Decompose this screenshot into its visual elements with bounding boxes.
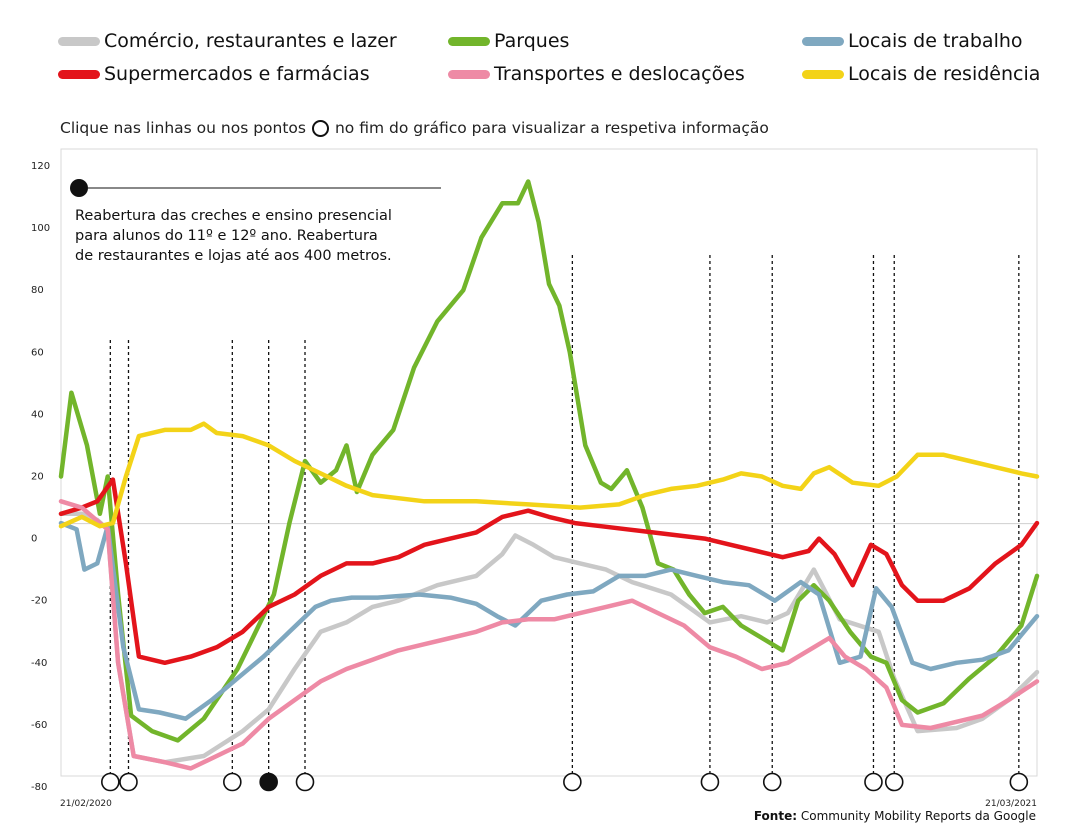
legend-swatch <box>448 69 490 79</box>
event-marker[interactable] <box>295 772 315 792</box>
legend-swatch <box>802 36 844 46</box>
y-tick-label: 80 <box>31 285 44 296</box>
y-tick-label: 40 <box>31 409 44 420</box>
event-marker[interactable] <box>762 772 782 792</box>
y-tick-label: 120 <box>31 161 50 172</box>
y-tick-label: -60 <box>31 720 47 731</box>
event-marker[interactable] <box>223 772 242 792</box>
event-marker[interactable] <box>700 772 720 792</box>
y-tick-label: -20 <box>31 596 47 607</box>
legend-swatch <box>802 69 844 79</box>
annotation-line: Reabertura das creches e ensino presenci… <box>75 208 392 224</box>
legend-swatch <box>58 69 100 79</box>
series-line[interactable] <box>58 477 1040 666</box>
legend-label: Locais de trabalho <box>848 30 1023 52</box>
source-note: Fonte: Community Mobility Reports da Goo… <box>754 809 1036 823</box>
annotation-dot <box>70 179 88 197</box>
event-marker[interactable] <box>864 772 883 792</box>
series-line[interactable] <box>58 499 1040 771</box>
instruction-text: Clique nas linhas ou nos pontos no fim d… <box>60 119 769 137</box>
legend-item-parques[interactable]: Parques <box>448 26 569 56</box>
y-tick-label: 60 <box>31 347 44 358</box>
x-end-label: 21/03/2021 <box>985 799 1037 809</box>
legend-label: Parques <box>494 30 570 52</box>
legend-item-supermercados[interactable]: Supermercados e farmácias <box>58 59 370 89</box>
event-marker[interactable] <box>259 772 278 792</box>
series-line[interactable] <box>58 511 1040 765</box>
event-marker[interactable] <box>101 772 120 792</box>
event-annotation: Reabertura das creches e ensino presenci… <box>75 206 435 266</box>
y-tick-label: -80 <box>31 782 47 793</box>
event-marker[interactable] <box>119 772 138 792</box>
series-line[interactable] <box>58 520 1040 721</box>
y-tick-label: 20 <box>31 472 44 483</box>
legend-label: Supermercados e farmácias <box>104 63 370 85</box>
source-text: Community Mobility Reports da Google <box>800 809 1036 823</box>
circle-marker-icon <box>311 119 329 137</box>
legend-item-residencia[interactable]: Locais de residência <box>802 59 1040 89</box>
x-start-label: 21/02/2020 <box>60 799 112 809</box>
event-marker[interactable] <box>1009 772 1029 792</box>
annotation-line: de restaurantes e lojas até aos 400 metr… <box>75 248 392 264</box>
y-tick-label: 100 <box>31 223 50 234</box>
legend-item-trabalho[interactable]: Locais de trabalho <box>802 26 1023 56</box>
instruction-before: Clique nas linhas ou nos pontos <box>60 119 306 137</box>
event-marker[interactable] <box>563 772 582 792</box>
legend-swatch <box>58 36 100 46</box>
legend-label: Comércio, restaurantes e lazer <box>104 30 397 52</box>
source-label: Fonte: <box>753 809 798 823</box>
chart-legend: Comércio, restaurantes e lazer Parques L… <box>58 26 1048 96</box>
legend-swatch <box>448 36 490 46</box>
event-marker[interactable] <box>884 772 904 792</box>
legend-item-transportes[interactable]: Transportes e deslocações <box>448 59 745 89</box>
y-tick-label: 0 <box>31 534 37 545</box>
legend-item-comercio[interactable]: Comércio, restaurantes e lazer <box>58 26 397 56</box>
instruction-after: no fim do gráfico para visualizar a resp… <box>334 119 769 137</box>
y-tick-label: -40 <box>31 658 47 669</box>
legend-label: Locais de residência <box>848 63 1041 85</box>
series-line[interactable] <box>58 421 1040 529</box>
legend-label: Transportes e deslocações <box>494 63 745 85</box>
annotation-line: para alunos do 11º e 12º ano. Reabertura <box>75 228 378 244</box>
